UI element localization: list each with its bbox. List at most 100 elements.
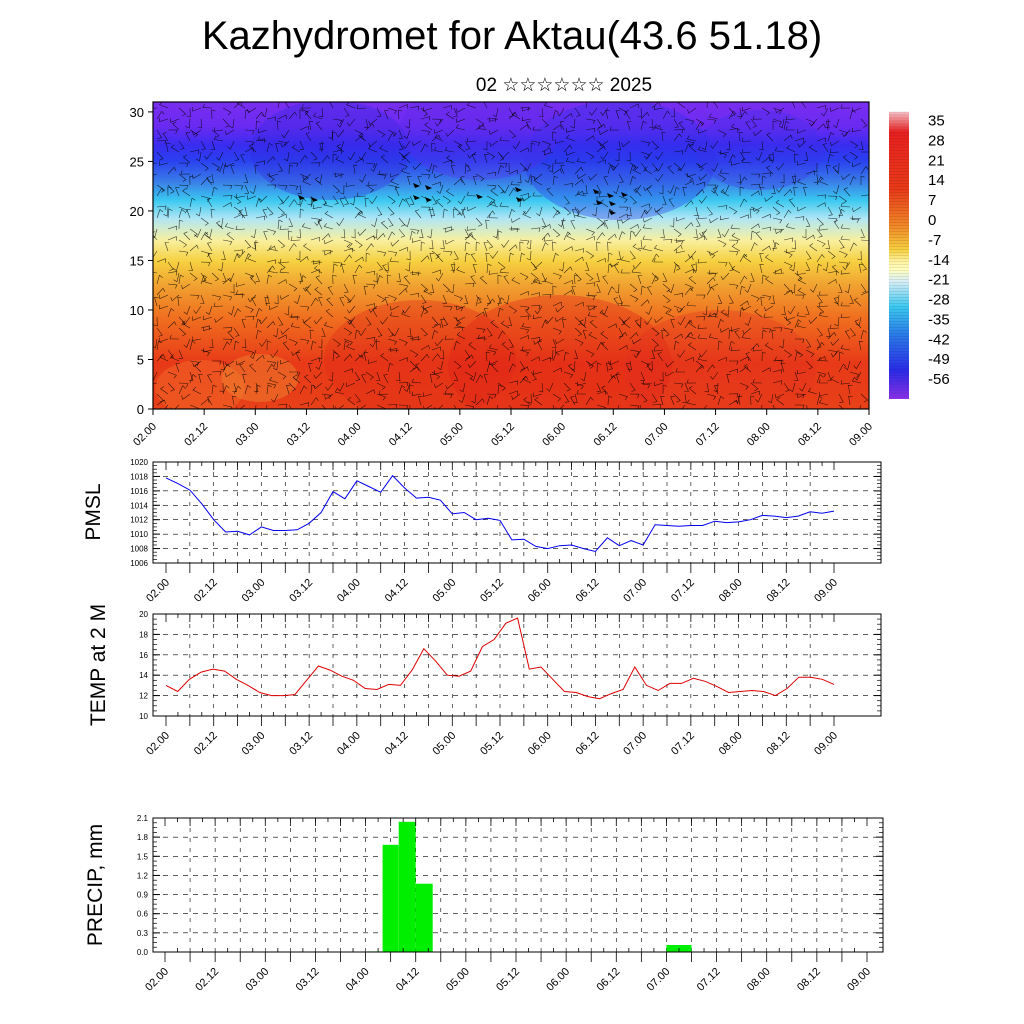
wind-barb (182, 316, 191, 325)
wind-barb (838, 363, 847, 373)
wind-barb (860, 165, 869, 175)
wind-barb (442, 208, 448, 219)
wind-barb (211, 109, 216, 120)
wind-barb (695, 181, 705, 187)
wind-barb (299, 140, 305, 150)
wind-barb (519, 366, 529, 373)
wind-barb (783, 237, 794, 242)
wind-barb (579, 319, 587, 329)
wind-barb (861, 151, 869, 156)
wind-barb (222, 239, 233, 246)
wind-barb (210, 140, 216, 150)
wind-barb (263, 231, 268, 241)
wind-barb (772, 242, 780, 252)
wind-barb (783, 120, 790, 131)
wind-barb (314, 176, 323, 186)
wind-barb (178, 162, 189, 168)
colorbar-label: -14 (928, 252, 950, 269)
wind-barb (662, 110, 671, 120)
wind-barb (332, 404, 335, 409)
wind-barb (796, 322, 807, 329)
wind-barb (282, 341, 290, 351)
y-tick-label: 0 (137, 402, 144, 417)
wind-barb (310, 236, 320, 242)
wind-barb (851, 377, 862, 384)
wind-barb (471, 154, 477, 164)
wind-barb (809, 243, 818, 252)
wind-barb (434, 118, 444, 127)
wind-barb (365, 389, 375, 395)
wind-barb (317, 338, 323, 349)
wind-barb (376, 261, 384, 271)
wind-barb (766, 132, 774, 142)
wind-barb (780, 363, 786, 373)
wind-barb (505, 162, 510, 173)
wind-barb (721, 228, 730, 238)
wind-barb (206, 176, 213, 186)
wind-barb (519, 404, 530, 409)
wind-barb (444, 389, 455, 395)
wind-barb (313, 316, 323, 325)
wind-barb (309, 329, 314, 340)
wind-barb (596, 283, 601, 293)
wind-barb (708, 270, 719, 275)
wind-barb (686, 379, 697, 384)
wind-barb (522, 107, 532, 112)
wind-barb (673, 244, 683, 252)
wind-barb (508, 305, 518, 314)
wind-barb (262, 209, 268, 219)
wind-barb (629, 162, 639, 171)
wind-barb (403, 129, 411, 139)
wind-barb (522, 211, 532, 219)
wind-barb (452, 208, 458, 219)
wind-barb (834, 316, 840, 327)
wind-barb (503, 294, 510, 305)
wind-barb (420, 294, 427, 304)
wind-barb (369, 338, 378, 348)
wind-barb (167, 186, 172, 197)
wind-barb (325, 308, 334, 318)
wind-barb (195, 151, 202, 162)
wind-barb (453, 404, 457, 409)
wind-barb (365, 184, 375, 193)
wind-barb (574, 107, 581, 117)
wind-barb (319, 140, 324, 151)
wind-barb (519, 197, 525, 208)
wind-barb (467, 206, 477, 212)
wind-barb (600, 341, 609, 351)
x-tick-label: 08.12 (764, 577, 792, 605)
wind-barb (445, 228, 455, 233)
wind-barb (277, 334, 287, 340)
wind-barb (717, 294, 723, 304)
wind-barb (750, 382, 759, 392)
wind-barb (411, 270, 422, 276)
wind-barb (310, 297, 319, 307)
wind-barb (301, 104, 312, 109)
wind-barb (764, 195, 774, 202)
wind-barb (787, 305, 796, 315)
wind-barb (347, 294, 356, 303)
page-title: Kazhydromet for Aktau(43.6 51.18) (201, 14, 823, 58)
wind-barb (258, 195, 268, 203)
x-tick-label: 02.00 (131, 421, 159, 449)
wind-barb (744, 316, 752, 326)
wind-barb (653, 347, 664, 352)
wind-barb (659, 185, 664, 195)
wind-barb (431, 181, 441, 187)
wind-barb (546, 382, 554, 392)
wind-barb (431, 316, 439, 326)
wind-barb (775, 228, 785, 234)
wind-barb (189, 228, 198, 237)
wind-barb (717, 205, 728, 210)
wind-barb (781, 305, 786, 316)
wind-barb (153, 250, 158, 258)
wind-barb (651, 327, 660, 337)
wind-barb (357, 228, 367, 237)
wind-barb (661, 131, 666, 142)
wind-barb (479, 275, 488, 285)
wind-barb (750, 173, 761, 179)
x-tick-label: 05.00 (438, 421, 466, 449)
wind-barb (429, 252, 434, 263)
wind-barb (678, 121, 686, 131)
wind-barb (532, 126, 543, 131)
